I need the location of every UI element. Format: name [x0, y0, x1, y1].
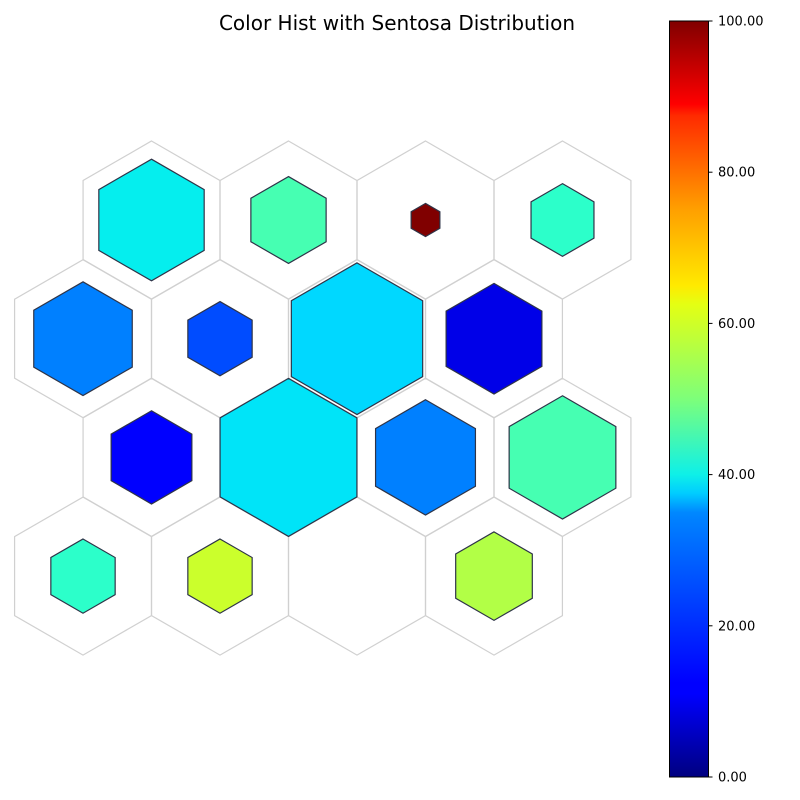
colorbar-tick-label: 80.00: [718, 166, 755, 181]
cell-hex: [445, 282, 543, 395]
cell-hex: [50, 538, 116, 614]
cell-hex: [219, 377, 358, 538]
cell-hex: [250, 175, 327, 265]
cell-hex: [98, 158, 205, 282]
cell-hex: [187, 300, 253, 377]
colorbar-tick-label: 100.00: [718, 15, 764, 30]
chart-title-text: Color Hist with Sentosa Distribution: [218, 11, 576, 35]
chart-title: Color Hist with Sentosa Distribution: [0, 11, 800, 35]
colorbar: 0.00 20.00 40.00 60.00 80.00 100.00: [669, 15, 764, 786]
cell-hex: [187, 538, 253, 614]
cell-hex-layer: [33, 158, 617, 622]
cell-hex: [508, 395, 617, 520]
cell-hex: [410, 202, 441, 238]
colorbar-tick-label: 60.00: [718, 317, 755, 332]
cell-hex: [455, 531, 533, 622]
cell-hex: [374, 399, 477, 516]
grid-cell-outline: [424, 496, 564, 656]
cell-hex: [530, 182, 595, 258]
cell-hex: [290, 262, 424, 416]
cell-hex: [33, 281, 133, 397]
cell-hex: [110, 410, 193, 505]
colorbar-tick-label: 20.00: [718, 619, 755, 634]
colorbar-ticks: 0.00 20.00 40.00 60.00 80.00 100.00: [708, 15, 764, 786]
colorbar-tick-label: 40.00: [718, 468, 755, 483]
colorbar-tick-label: 0.00: [718, 771, 747, 786]
colorbar-gradient: [669, 20, 709, 778]
